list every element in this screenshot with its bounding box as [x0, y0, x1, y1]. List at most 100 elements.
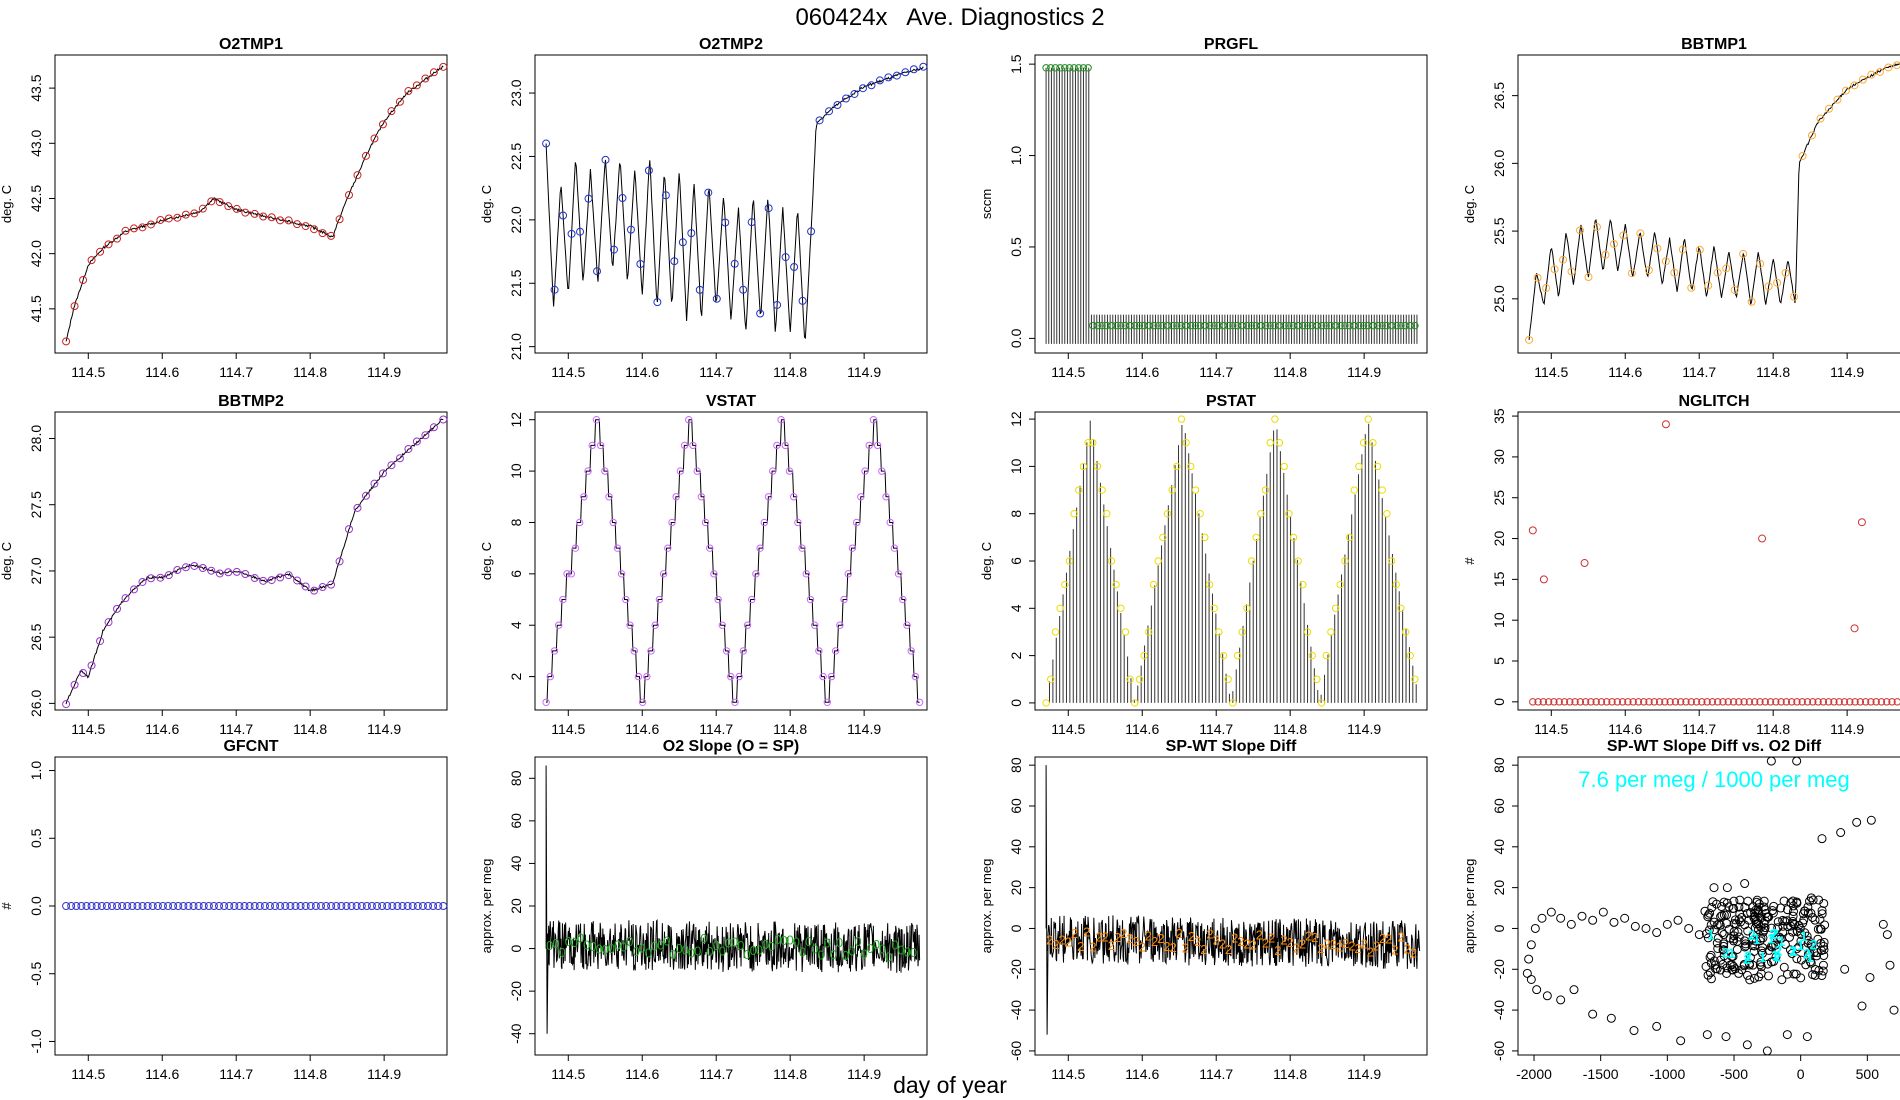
cluster-point	[1794, 942, 1804, 952]
y-tick-label: 20	[1008, 880, 1024, 896]
y-tick-label: 20	[1491, 880, 1507, 896]
data-point	[1694, 930, 1704, 940]
data-point	[899, 595, 907, 604]
data-point	[276, 216, 285, 225]
data-point	[1861, 698, 1870, 706]
data-point	[1149, 321, 1158, 330]
data-series-line	[545, 765, 921, 1034]
cluster-point	[1819, 951, 1829, 961]
data-point	[439, 62, 448, 71]
data-point	[909, 65, 918, 74]
data-marker: 0	[756, 943, 763, 958]
data-point	[647, 647, 655, 655]
data-point	[1703, 698, 1711, 706]
data-point	[1336, 580, 1344, 589]
data-point	[730, 259, 739, 268]
data-point	[335, 557, 344, 566]
data-point	[342, 902, 351, 910]
data-point	[1893, 698, 1900, 706]
cluster-point	[1725, 933, 1735, 943]
data-point	[215, 569, 224, 578]
x-tick-label: -2000	[1516, 1066, 1552, 1082]
data-point	[164, 902, 173, 910]
data-point	[190, 561, 199, 570]
y-tick-label: 40	[1491, 839, 1507, 855]
data-series-line	[1045, 67, 1418, 344]
data-point	[1735, 698, 1743, 706]
data-point	[284, 571, 293, 580]
data-point	[1750, 698, 1759, 706]
data-point	[153, 902, 162, 910]
x-tick-label: 114.7	[219, 721, 253, 737]
cluster-point	[1798, 909, 1808, 919]
x-tick-label: 114.8	[293, 721, 327, 737]
data-point	[617, 570, 626, 578]
data-point	[1556, 995, 1566, 1005]
data-point	[1619, 231, 1628, 240]
x-tick-label: 114.9	[367, 364, 401, 380]
cluster-point	[1764, 912, 1774, 922]
cluster-point	[1717, 928, 1727, 938]
data-point	[727, 672, 735, 681]
data-marker: 2	[1293, 940, 1300, 955]
cluster-point	[1792, 944, 1802, 954]
data-point	[1644, 266, 1653, 275]
y-axis-label: deg. C	[479, 542, 494, 580]
data-point	[1355, 462, 1363, 471]
data-point	[429, 68, 438, 77]
data-point	[72, 902, 81, 910]
data-point	[825, 107, 833, 116]
data-point	[1676, 1036, 1686, 1046]
y-tick-label: -20	[1491, 959, 1507, 979]
data-point	[1702, 1030, 1712, 1040]
data-marker: 2	[1206, 926, 1213, 941]
data-point	[1411, 675, 1419, 683]
data-point	[1205, 321, 1214, 330]
data-marker: 2	[1287, 935, 1294, 950]
data-point	[113, 234, 122, 243]
cluster-marker: 2	[1743, 951, 1751, 967]
data-point	[1530, 923, 1540, 933]
data-point	[764, 204, 773, 213]
data-point	[618, 194, 627, 203]
data-point	[1745, 698, 1754, 706]
data-point	[819, 672, 827, 681]
data-point	[559, 211, 568, 220]
data-point	[1406, 651, 1414, 660]
data-point	[1661, 257, 1670, 266]
data-point	[335, 215, 344, 224]
data-marker: 0	[750, 943, 757, 958]
data-marker: 0	[861, 946, 868, 961]
data-series-line	[1045, 765, 1421, 1035]
data-point	[1652, 928, 1662, 938]
data-point	[164, 571, 173, 580]
data-point	[1606, 1013, 1616, 1023]
data-point	[1539, 575, 1548, 584]
y-tick-label: 0.5	[1008, 237, 1024, 257]
cluster-point	[1703, 910, 1713, 920]
data-point	[1261, 321, 1270, 330]
cluster-point	[1818, 960, 1828, 970]
y-tick-label: 0.0	[28, 896, 44, 916]
data-point	[87, 256, 96, 265]
data-point	[1766, 698, 1775, 706]
data-point	[1093, 462, 1102, 471]
data-point	[661, 191, 670, 200]
data-point	[542, 139, 551, 148]
data-marker: 0	[577, 931, 584, 946]
data-point	[1817, 834, 1827, 844]
data-point	[1327, 321, 1335, 330]
data-point	[1526, 940, 1536, 950]
data-point	[1243, 604, 1251, 613]
cluster-point	[1742, 970, 1752, 980]
data-point	[1317, 321, 1326, 330]
cluster-marker: 1	[1767, 931, 1775, 947]
panel-title: NGLITCH	[1678, 393, 1749, 410]
cluster-point	[1792, 954, 1802, 964]
data-point	[567, 229, 576, 238]
data-marker: 0	[688, 945, 695, 960]
data-point	[1534, 698, 1542, 706]
cluster-point	[1760, 923, 1770, 933]
data-point	[1524, 954, 1534, 964]
plot-frame	[54, 411, 448, 711]
